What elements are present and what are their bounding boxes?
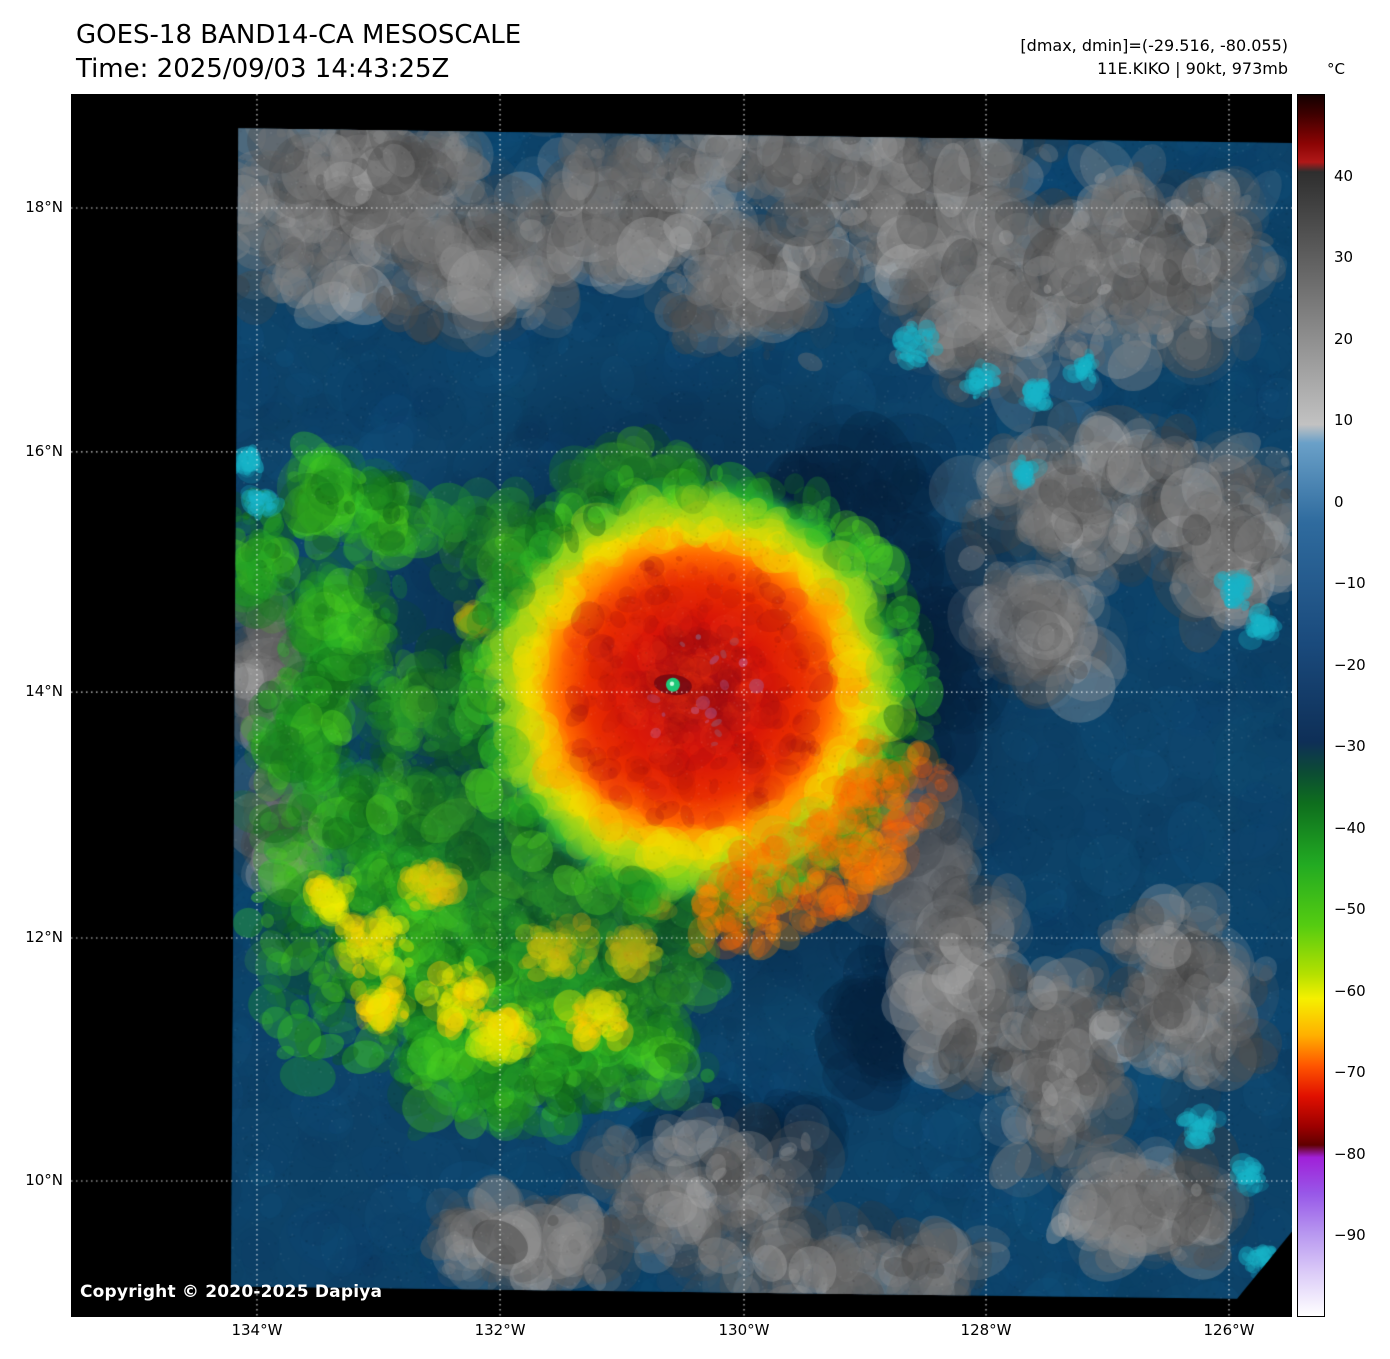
title-block: GOES-18 BAND14-CA MESOSCALE Time: 2025/0… — [76, 18, 521, 86]
figure-title: GOES-18 BAND14-CA MESOSCALE — [76, 20, 522, 50]
latitude-axis-labels: 18°N 16°N 14°N 12°N 10°N — [0, 94, 66, 1317]
colorbar-tick-label: 10 — [1334, 411, 1354, 430]
latitude-tick-label: 16°N — [25, 441, 63, 460]
longitude-tick-label: 128°W — [960, 1321, 1012, 1339]
colorbar-tick-label: −90 — [1334, 1226, 1366, 1245]
colorbar-tick-label: 20 — [1334, 329, 1354, 348]
latitude-tick-label: 10°N — [25, 1171, 63, 1189]
colorbar-tick-label: 30 — [1334, 248, 1354, 267]
latitude-tick-label: 12°N — [25, 927, 63, 946]
longitude-tick-label: 126°W — [1203, 1321, 1255, 1339]
copyright-text: Copyright © 2020-2025 Dapiya — [80, 1282, 383, 1302]
colorbar-unit-label: °C — [1327, 60, 1345, 78]
longitude-tick-label: 134°W — [231, 1321, 283, 1339]
colorbar-tick-label: 40 — [1334, 166, 1354, 185]
colorbar-tick-label: −50 — [1334, 900, 1366, 919]
colorbar-tick-label: −70 — [1334, 1063, 1366, 1082]
satellite-plot: Copyright © 2020-2025 Dapiya — [71, 94, 1292, 1317]
colorbar — [1297, 94, 1325, 1317]
colorbar-tick-label: −60 — [1334, 981, 1366, 1000]
colorbar-tick-label: −40 — [1334, 818, 1366, 837]
storm-info-text: 11E.KIKO | 90kt, 973mb — [1097, 59, 1288, 78]
satellite-image-canvas — [71, 94, 1292, 1317]
figure-time: Time: 2025/09/03 14:43:25Z — [76, 54, 450, 84]
dmax-dmin-text: [dmax, dmin]=(-29.516, -80.055) — [1020, 36, 1288, 55]
colorbar-tick-label: −20 — [1334, 655, 1366, 674]
colorbar-tick-label: 0 — [1334, 492, 1344, 511]
longitude-axis-labels: 134°W 132°W 130°W 128°W 126°W — [71, 1321, 1292, 1343]
latitude-tick-label: 14°N — [25, 682, 63, 701]
longitude-tick-label: 132°W — [474, 1321, 526, 1339]
latitude-tick-label: 18°N — [25, 197, 63, 216]
longitude-tick-label: 130°W — [718, 1321, 770, 1339]
colorbar-tick-label: −80 — [1334, 1144, 1366, 1163]
colorbar-tick-label: −30 — [1334, 737, 1366, 756]
colorbar-tick-labels: 40 30 20 10 0 −10 −20 −30 −40 −50 −60 −70 −80 −90 — [1334, 94, 1388, 1317]
annotation-block: [dmax, dmin]=(-29.516, -80.055) 11E.KIKO… — [1020, 34, 1288, 80]
colorbar-tick-label: −10 — [1334, 574, 1366, 593]
